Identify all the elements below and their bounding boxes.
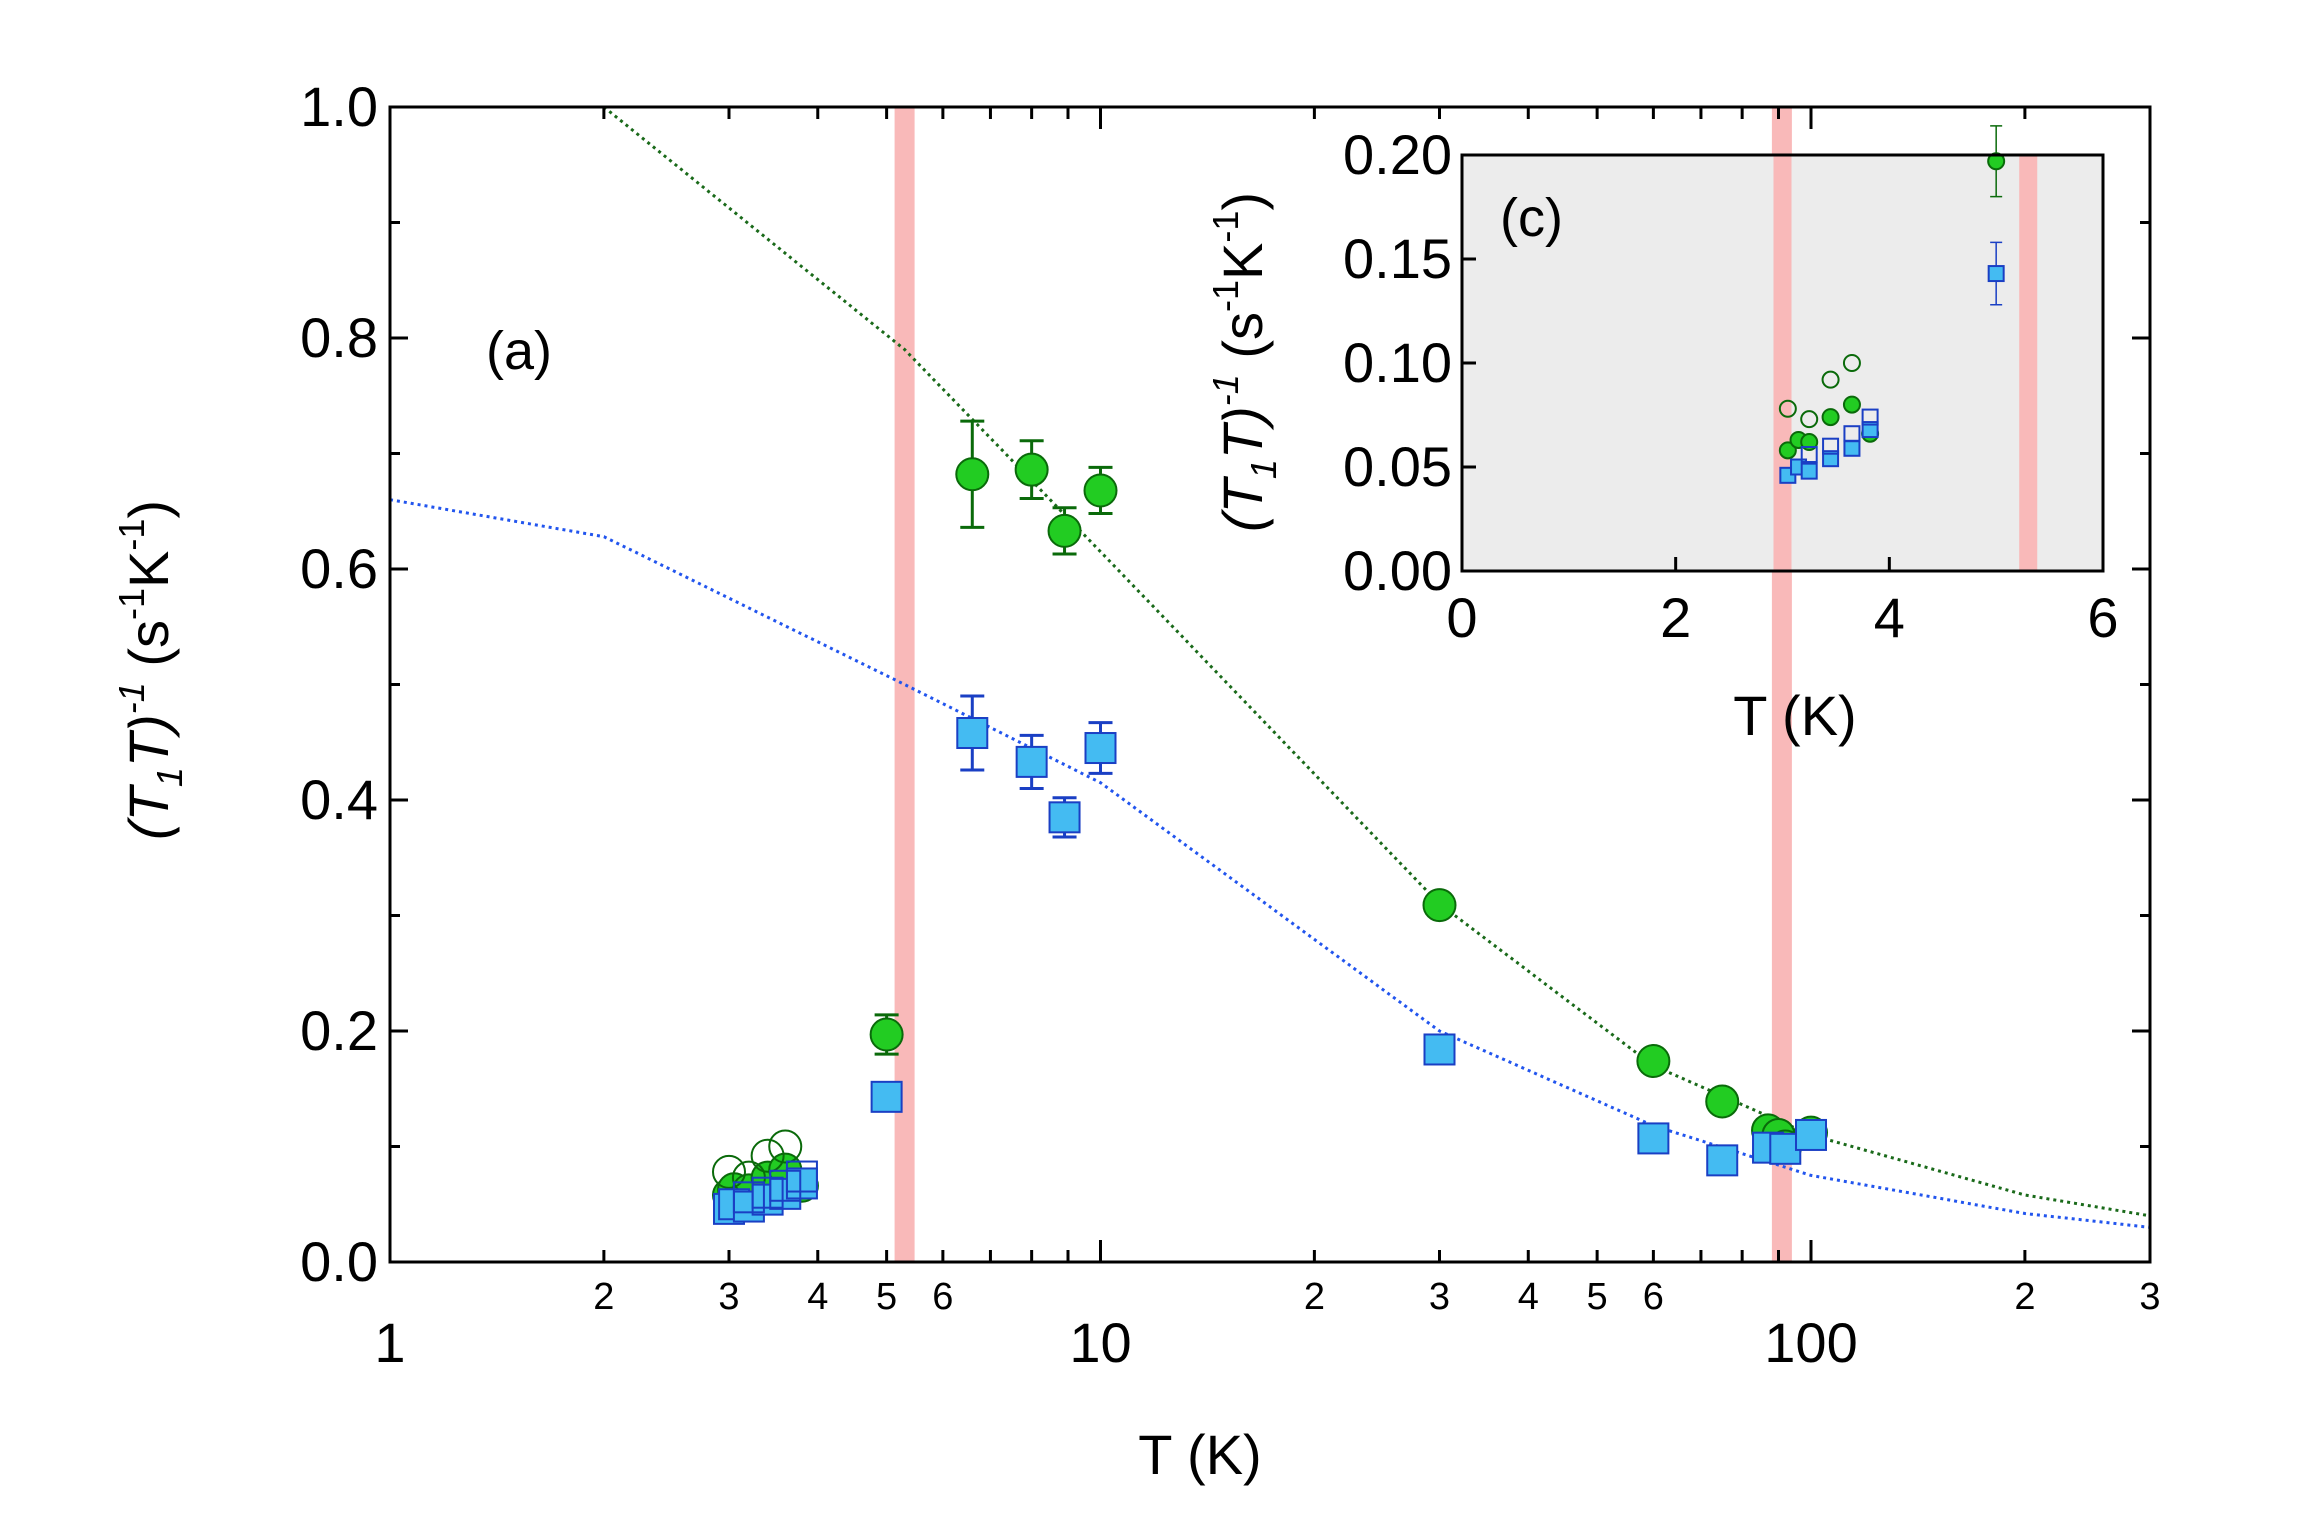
main-x-minor-tick-label: 4	[1518, 1276, 1539, 1318]
inset-blue-point	[1822, 450, 1840, 468]
main-blue-point	[1015, 745, 1048, 778]
inset-y-tick-label: 0.15	[1343, 227, 1452, 290]
main-green-point	[1705, 1084, 1740, 1119]
inset-y-tick-label: 0.05	[1343, 435, 1452, 498]
inset-x-tick-label: 2	[1660, 586, 1691, 649]
inset-green-point	[1987, 152, 2006, 171]
main-x-minor-tick-label: 2	[1304, 1276, 1325, 1318]
inset-green-point	[1842, 395, 1861, 414]
main-green-point	[869, 1017, 904, 1052]
inset-x-tick-label: 4	[1874, 586, 1905, 649]
main-green-point	[1014, 452, 1049, 487]
inset-blue-open-point	[1800, 446, 1818, 464]
main-blue-point	[1637, 1122, 1670, 1155]
transition-band-0	[894, 107, 915, 1262]
main-green-point	[955, 457, 990, 492]
main-y-tick-label: 0.8	[300, 306, 378, 369]
main-blue-point	[1706, 1144, 1739, 1177]
main-x-major-tick-label: 10	[1069, 1311, 1131, 1374]
main-blue-point	[785, 1167, 818, 1200]
main-green-open-point	[768, 1129, 803, 1164]
fit-curve-blue	[389, 498, 2151, 1229]
main-blue-open-point	[785, 1160, 818, 1193]
main-fits	[389, 105, 2151, 1229]
inset-x-axis-label: T (K)	[1733, 684, 1856, 747]
inset-blue-open-point	[1822, 437, 1840, 455]
main-blue-open-point	[751, 1176, 784, 1209]
main-blue-point	[1048, 801, 1081, 834]
inset-points	[1778, 125, 2006, 484]
main-points	[711, 419, 1829, 1225]
main-y-axis: 0.0 0.2 0.4 0.6 0.8 1.0	[300, 75, 2150, 1293]
main-x-minor-tick-label: 6	[932, 1276, 953, 1318]
main-green-point	[1083, 473, 1118, 508]
main-y-tick-label: 0.4	[300, 768, 378, 831]
inset-blue-open-point	[1861, 408, 1879, 426]
inset-x-tick-label: 6	[2087, 586, 2118, 649]
main-blue-point	[1084, 732, 1117, 765]
main-x-major-tick-label: 100	[1764, 1311, 1857, 1374]
main-x-minor-tick-label: 5	[876, 1276, 897, 1318]
inset-blue-point	[1861, 421, 1879, 439]
inset-green-point	[1778, 441, 1797, 460]
main-x-minor-tick-label: 3	[1429, 1276, 1450, 1318]
fit-curve-green	[602, 105, 2151, 1218]
main-x-minor-tick-label: 5	[1587, 1276, 1608, 1318]
inset-x-axis: 0 2 4 6	[1446, 557, 2119, 649]
main-y-axis-label: (T1T)-1 (s-1K-1)	[111, 500, 190, 840]
main-x-minor-tick-label: 3	[2139, 1276, 2160, 1318]
inset-y-axis: 0.00 0.05 0.10 0.15 0.20	[1343, 123, 1476, 602]
main-green-point	[1047, 513, 1082, 548]
panel-label-a: (a)	[486, 321, 552, 381]
main-x-minor-tick-label: 6	[1643, 1276, 1664, 1318]
inset-transition-band-0	[1773, 155, 1792, 571]
inset-blue-point	[1987, 265, 2005, 283]
inset-transition-band-1	[2019, 155, 2038, 571]
main-blue-point	[870, 1080, 903, 1113]
main-x-minor-tick-label: 3	[718, 1276, 739, 1318]
inset-green-point	[1821, 408, 1840, 427]
main-x-minor-tick-label: 4	[807, 1276, 828, 1318]
main-green-open-point	[711, 1154, 746, 1189]
main-y-tick-label: 0.2	[300, 999, 378, 1062]
inset-green-open-point	[1821, 370, 1840, 389]
main-green-point	[1422, 888, 1457, 923]
inset-y-tick-label: 0.00	[1343, 539, 1452, 602]
inset-green-open-point	[1842, 354, 1861, 372]
main-x-minor-tick-label: 2	[2014, 1276, 2035, 1318]
inset-blue-point	[1800, 462, 1818, 480]
panel-label-c: (c)	[1500, 188, 1563, 248]
main-blue-point	[1795, 1118, 1828, 1151]
main-x-axis-label: T (K)	[1138, 1423, 1261, 1486]
main-x-minor-tick-label: 2	[593, 1276, 614, 1318]
main-y-tick-label: 0.6	[300, 537, 378, 600]
main-green-open-point	[750, 1138, 785, 1173]
main-blue-point	[1423, 1033, 1456, 1066]
inset-green-open-point	[1800, 410, 1819, 429]
main-y-tick-label: 1.0	[300, 75, 378, 138]
inset-y-tick-label: 0.20	[1343, 123, 1452, 186]
inset-x-tick-label: 0	[1446, 586, 1477, 649]
inset-y-axis-label: (T1T)-1 (s-1K-1)	[1205, 192, 1284, 532]
main-blue-open-point	[769, 1169, 802, 1202]
main-y-tick-label: 0.0	[300, 1230, 378, 1293]
main-blue-open-point	[732, 1181, 765, 1214]
inset-green-open-point	[1778, 399, 1797, 418]
main-green-point	[1636, 1044, 1671, 1079]
inset-y-tick-label: 0.10	[1343, 331, 1452, 394]
inset-blue-open-point	[1843, 425, 1861, 443]
inset-panel: 0.00 0.05 0.10 0.15 0.20 0 2 4 6 (c) T (K) (T1T…	[1205, 123, 2119, 747]
main-blue-point	[956, 717, 989, 750]
inset-blue-point	[1843, 439, 1861, 457]
main-x-major-tick-label: 1	[374, 1311, 405, 1374]
